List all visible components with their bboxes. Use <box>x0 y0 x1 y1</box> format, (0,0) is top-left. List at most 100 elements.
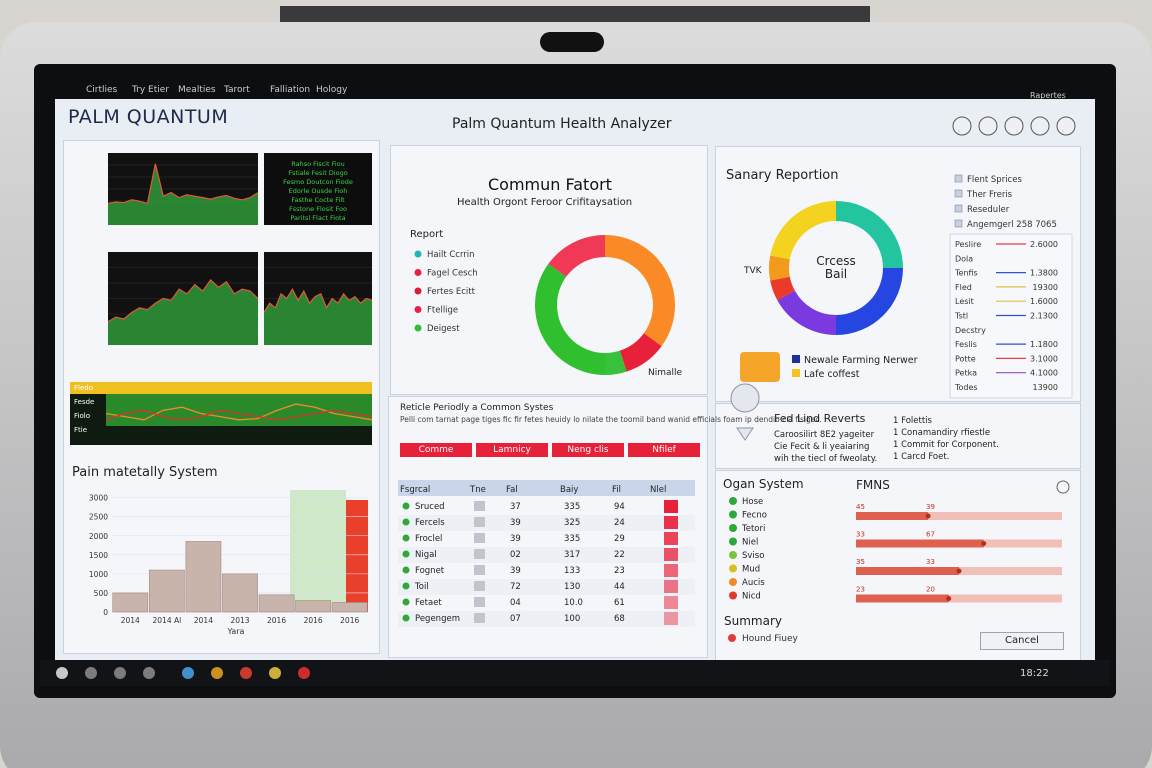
y-tick-label: 2500 <box>89 513 108 522</box>
event-line: wih the tiecl of fweolaty. <box>774 454 877 464</box>
status-cell <box>664 580 678 593</box>
cell: 39 <box>510 534 521 544</box>
stat-name: Petka <box>955 369 977 378</box>
fmns-bar <box>856 539 984 548</box>
console-line: Fsstone Flosit Foo <box>289 205 347 213</box>
cell: 44 <box>614 582 625 592</box>
console-line: Rahso Fiscit Fiou <box>291 160 345 168</box>
cell: 61 <box>614 598 625 608</box>
event-line: Cie Fecit & li yeaiaring <box>774 442 869 452</box>
stat-value: 4.1000 <box>1030 369 1058 378</box>
legend-dot <box>414 250 422 258</box>
taskbar-icon <box>240 667 252 679</box>
stat-value: 2.6000 <box>1030 240 1058 249</box>
organ-label: Hose <box>742 497 763 507</box>
event-line: Caroosilirt 8E2 yageiter <box>774 430 875 440</box>
row-chip <box>474 533 485 543</box>
legend-label: Fertes Ecitt <box>427 287 476 297</box>
donut-note: Nimalle <box>648 368 683 378</box>
menu-item: Try Etier <box>132 85 170 95</box>
cancel-button[interactable]: Cancel <box>980 632 1064 650</box>
status-cell <box>664 548 678 561</box>
cell: 04 <box>510 598 521 608</box>
stat-name: Tenfis <box>954 269 978 278</box>
green-zone <box>290 490 346 612</box>
cell: Fetaet <box>415 598 442 608</box>
cell: 325 <box>564 518 580 528</box>
donut-segment <box>770 201 836 260</box>
tab-button[interactable]: Nfilef <box>628 443 700 457</box>
cell: 10.0 <box>564 598 583 608</box>
donut-segment <box>619 333 662 372</box>
right-bottom-panel <box>715 470 1081 662</box>
x-tick-label: 2016 <box>304 616 323 625</box>
row-chip <box>474 597 485 607</box>
area <box>108 279 258 345</box>
cell: 37 <box>510 502 521 512</box>
organ-dot <box>729 578 737 586</box>
taskbar-icon <box>56 667 68 679</box>
row-bg <box>398 579 695 595</box>
y-tick-label: 3000 <box>89 494 108 503</box>
status-cell <box>664 596 678 609</box>
organ-dot <box>729 591 737 600</box>
band-mid <box>106 394 372 426</box>
organ-label: Nicd <box>742 592 761 602</box>
cell: 39 <box>510 566 521 576</box>
bar <box>331 602 368 613</box>
tool-icon <box>1030 116 1050 136</box>
tab-button[interactable]: Comme <box>400 443 472 457</box>
donut-center-label: Crcess Bail <box>816 254 856 281</box>
row-dot <box>402 614 410 622</box>
legend-label: Hailt Ccrrin <box>427 250 475 260</box>
cell: Froclel <box>415 534 442 544</box>
summary-heading: Summary <box>724 614 782 628</box>
y-tick-label: 0 <box>103 608 108 617</box>
fmns-label: 67 <box>926 531 935 539</box>
x-tick-label: 2016 <box>340 616 359 625</box>
fmns-marker <box>981 541 987 546</box>
stat-value: 1.1800 <box>1030 340 1058 349</box>
menu-item: Mealties <box>178 85 216 95</box>
brand: PALM QUANTUM <box>68 106 229 128</box>
taskbar-icon <box>182 667 194 679</box>
tab-button[interactable]: Neng clis <box>552 443 624 457</box>
row-chip <box>474 517 485 527</box>
cell: 72 <box>510 582 521 592</box>
fmns-bar <box>856 567 959 575</box>
cell: Fognet <box>415 566 445 576</box>
cell: 39 <box>510 518 521 528</box>
bar-chart-title: Pain matetally System <box>72 465 218 480</box>
menu-item: Hology <box>316 85 348 95</box>
row-chip <box>474 581 485 591</box>
legend-dot <box>414 287 422 295</box>
table-header: Fsgrcal <box>400 485 430 495</box>
organ-label: Tetori <box>741 524 765 534</box>
stat-value: 13900 <box>1033 383 1058 392</box>
app-title: Palm Quantum Health Analyzer <box>452 116 672 132</box>
area <box>108 163 258 225</box>
fmns-label: 23 <box>856 586 865 594</box>
status-cell <box>664 532 678 545</box>
fmns-label: 33 <box>856 531 865 539</box>
row-chip <box>474 549 485 559</box>
cell: 02 <box>510 550 521 560</box>
right-mid-panel <box>715 403 1081 469</box>
cell: 335 <box>564 502 580 512</box>
table-header: Fil <box>612 485 621 495</box>
organ-label: Fecno <box>742 511 767 521</box>
y-tick-label: 500 <box>94 589 109 598</box>
legend-dot <box>414 324 422 332</box>
band-label: Fledo <box>74 384 93 392</box>
table-title: Reticle Periodly a Common Systes <box>400 403 554 413</box>
event-item: 1 Folettis <box>893 416 933 426</box>
taskbar-icon <box>211 667 223 679</box>
event-item: 1 Carcd Foet. <box>893 452 949 462</box>
tab-button[interactable]: Lamnicy <box>476 443 548 457</box>
webcam <box>540 32 604 52</box>
organ-label: Sviso <box>742 551 764 561</box>
fmns-label: 33 <box>926 558 935 566</box>
stat-value: 3.1000 <box>1030 354 1058 363</box>
status-cell <box>664 612 678 625</box>
